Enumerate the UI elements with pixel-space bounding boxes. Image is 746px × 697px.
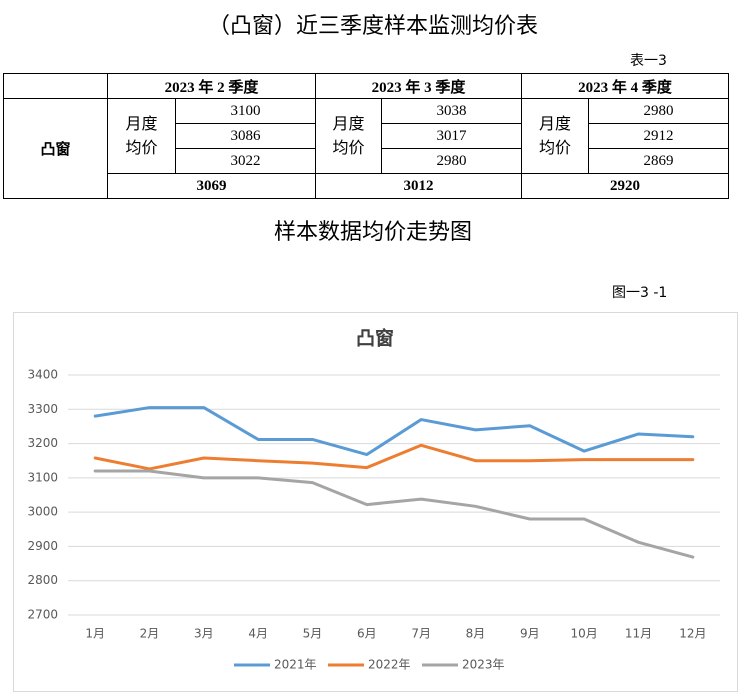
x-tick-label: 12月	[679, 627, 706, 641]
y-tick-label: 3100	[27, 470, 58, 484]
series-line	[93, 469, 695, 559]
x-tick-label: 9月	[520, 627, 540, 641]
quarter-average: 3012	[315, 173, 523, 199]
quarter-header: 2023 年 2 季度	[106, 73, 317, 99]
series-line	[93, 443, 695, 471]
y-tick-label: 3200	[27, 436, 58, 450]
legend-label: 2021年	[274, 658, 317, 672]
x-tick-label: 1月	[85, 627, 105, 641]
y-tick-label: 3400	[27, 368, 58, 382]
y-tick-label: 2700	[27, 608, 58, 622]
row-label: 凸窗	[3, 98, 108, 199]
quarter-average: 3069	[106, 173, 317, 199]
x-tick-label: 2月	[140, 627, 160, 641]
table-label: 表一3	[630, 53, 667, 69]
x-tick-label: 10月	[571, 627, 598, 641]
month-value: 2980	[381, 148, 523, 174]
price-table: 2023 年 2 季度 2023 年 3 季度 2023 年 4 季度 凸窗 月…	[3, 73, 730, 199]
x-tick-label: 7月	[411, 627, 431, 641]
month-value: 2869	[588, 148, 730, 174]
legend-label: 2023年	[462, 658, 505, 672]
month-value: 3100	[174, 98, 317, 124]
y-tick-label: 2900	[27, 539, 58, 553]
y-tick-label: 2800	[27, 573, 58, 587]
x-tick-label: 8月	[466, 627, 486, 641]
x-tick-label: 4月	[248, 627, 268, 641]
x-tick-label: 6月	[357, 627, 377, 641]
chart-frame	[13, 312, 738, 692]
page-title: （凸窗）近三季度样本监测均价表	[207, 14, 538, 39]
y-tick-label: 3000	[27, 505, 58, 519]
month-value: 2912	[588, 123, 730, 149]
x-tick-label: 5月	[303, 627, 323, 641]
x-tick-label: 3月	[194, 627, 214, 641]
month-value: 2980	[588, 98, 730, 124]
quarter-header: 2023 年 3 季度	[315, 73, 523, 99]
legend-label: 2022年	[368, 658, 411, 672]
chart-title: 凸窗	[356, 327, 394, 350]
sub-label: 月度均价	[315, 98, 383, 174]
month-value: 3022	[174, 148, 317, 174]
y-tick-label: 3300	[27, 402, 58, 416]
series-line	[93, 406, 695, 457]
month-value: 3086	[174, 123, 317, 149]
month-value: 3017	[381, 123, 523, 149]
quarter-average: 2920	[521, 173, 730, 199]
chart-heading: 样本数据均价走势图	[273, 220, 472, 245]
month-value: 3038	[381, 98, 523, 124]
figure-label: 图一3 -1	[612, 285, 668, 301]
x-tick-label: 11月	[625, 627, 652, 641]
